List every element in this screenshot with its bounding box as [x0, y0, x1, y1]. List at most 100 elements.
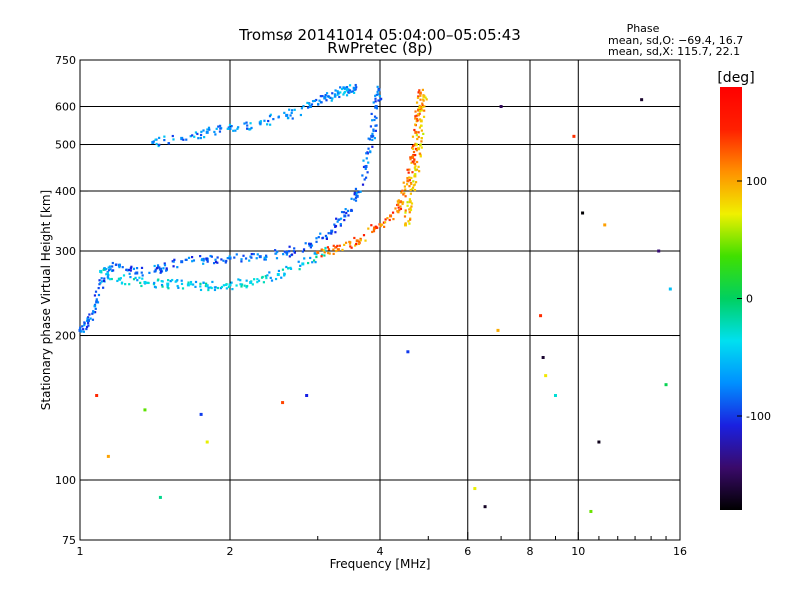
- trace-dot: [374, 129, 377, 132]
- trace-dot: [269, 113, 272, 116]
- trace-dot: [132, 267, 136, 270]
- trace-dot: [299, 264, 302, 267]
- trace-dot: [235, 284, 238, 287]
- trace-dot: [416, 160, 419, 164]
- trace-dot: [418, 106, 421, 110]
- trace-dot: [372, 128, 375, 131]
- trace-dot: [366, 152, 369, 155]
- trace-dot: [420, 129, 423, 132]
- trace-dot: [304, 242, 307, 245]
- trace-dot: [93, 305, 96, 308]
- trace-dot: [401, 189, 404, 192]
- trace-dot: [202, 281, 205, 284]
- trace-dot: [410, 161, 413, 164]
- trace-dot: [153, 270, 156, 273]
- trace-dot: [287, 116, 290, 120]
- trace-dot: [418, 152, 422, 155]
- trace-dot: [370, 112, 373, 116]
- trace-dot: [375, 93, 378, 96]
- trace-dot: [380, 97, 383, 100]
- trace-dot: [388, 218, 391, 222]
- trace-dot: [199, 282, 202, 285]
- trace-dot: [172, 138, 175, 141]
- trace-dot: [239, 279, 242, 282]
- x-axis-label: Frequency [MHz]: [330, 557, 431, 571]
- trace-dot: [162, 267, 165, 270]
- trace-dot: [306, 106, 310, 109]
- data-point: [158, 495, 162, 499]
- trace-dot: [86, 317, 89, 320]
- trace-dot: [415, 101, 419, 104]
- data-point: [199, 412, 203, 416]
- trace-dot: [344, 208, 347, 211]
- trace-dot: [118, 263, 121, 266]
- trace-dot: [353, 236, 356, 240]
- stats-line-o: mean, sd,O: −69.4, 16.7: [608, 34, 743, 47]
- trace-dot: [423, 109, 426, 112]
- trace-dot: [327, 251, 330, 255]
- trace-dot: [419, 124, 423, 127]
- trace-dot: [409, 188, 412, 192]
- trace-dot: [206, 128, 209, 131]
- trace-dot: [283, 111, 286, 114]
- trace-dot: [86, 316, 90, 319]
- trace-dot: [361, 183, 365, 186]
- data-point: [355, 194, 359, 198]
- trace-dot: [266, 274, 269, 277]
- trace-dot: [187, 281, 190, 284]
- trace-dot: [248, 259, 251, 262]
- trace-dot: [192, 283, 195, 286]
- trace-dot: [167, 142, 171, 145]
- trace-dot: [418, 110, 422, 113]
- trace-dot: [404, 222, 407, 225]
- trace-dot: [378, 94, 381, 98]
- data-point: [143, 408, 147, 412]
- trace-dot: [136, 279, 139, 282]
- data-point: [285, 250, 289, 254]
- trace-dot: [259, 123, 262, 126]
- trace-dot: [194, 131, 198, 134]
- trace-dot: [88, 313, 91, 316]
- trace-dot: [219, 127, 222, 130]
- trace-dot: [369, 125, 373, 128]
- trace-dot: [394, 207, 397, 210]
- trace-dot: [409, 207, 412, 210]
- trace-dot: [349, 245, 352, 248]
- trace-dot: [128, 268, 131, 272]
- trace-dot: [219, 287, 223, 290]
- trace-dot: [141, 277, 144, 280]
- trace-dot: [203, 136, 206, 139]
- trace-dot: [148, 271, 151, 274]
- trace-dot: [343, 87, 346, 90]
- trace-dot: [370, 224, 373, 227]
- trace-dot: [362, 234, 366, 237]
- trace-dot: [311, 261, 314, 264]
- trace-dot: [171, 134, 174, 138]
- trace-dot: [103, 277, 106, 280]
- trace-dot: [257, 279, 261, 282]
- trace-dot: [191, 260, 194, 263]
- data-point: [258, 255, 262, 259]
- trace-dot: [105, 273, 108, 276]
- data-point: [668, 287, 672, 291]
- trace-dot: [214, 286, 217, 289]
- trace-dot: [237, 126, 240, 129]
- trace-dot: [202, 259, 205, 262]
- trace-dot: [268, 115, 272, 118]
- trace-dot: [205, 282, 208, 285]
- trace-dot: [222, 284, 225, 287]
- trace-dot: [239, 283, 242, 286]
- trace-dot: [110, 277, 113, 281]
- trace-dot: [324, 246, 327, 250]
- trace-dot: [399, 205, 402, 208]
- trace-dot: [419, 106, 423, 109]
- trace-dot: [253, 278, 256, 281]
- y-tick-label: 400: [55, 185, 76, 198]
- data-point: [603, 223, 607, 227]
- x-tick-label: 4: [377, 545, 384, 558]
- data-point: [228, 256, 232, 260]
- data-point: [413, 174, 417, 178]
- trace-dot: [130, 265, 133, 268]
- trace-dot: [98, 283, 101, 286]
- trace-dot: [158, 266, 161, 269]
